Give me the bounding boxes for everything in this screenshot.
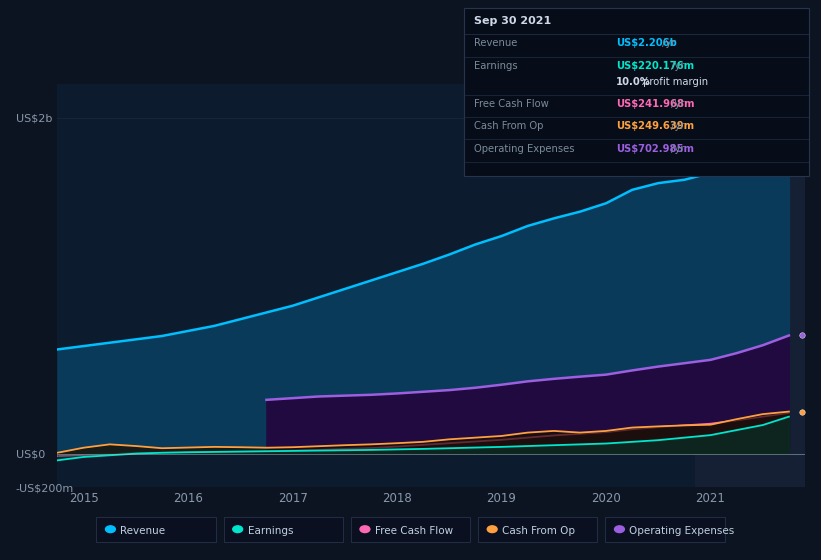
Text: Earnings: Earnings <box>474 61 517 71</box>
Bar <box>695 84 805 487</box>
Text: /yr: /yr <box>668 61 685 71</box>
Text: US$249.639m: US$249.639m <box>616 122 694 132</box>
Text: Sep 30 2021: Sep 30 2021 <box>474 16 551 26</box>
Text: /yr: /yr <box>658 39 675 49</box>
Text: Revenue: Revenue <box>474 39 517 49</box>
Text: /yr: /yr <box>668 144 685 154</box>
Text: US$2.206b: US$2.206b <box>616 39 677 49</box>
Text: Free Cash Flow: Free Cash Flow <box>374 526 453 536</box>
Text: US$241.968m: US$241.968m <box>616 99 695 109</box>
Text: /yr: /yr <box>668 122 685 132</box>
Text: Operating Expenses: Operating Expenses <box>474 144 574 154</box>
Text: Revenue: Revenue <box>121 526 165 536</box>
Text: US$702.985m: US$702.985m <box>616 144 694 154</box>
Text: profit margin: profit margin <box>640 77 708 87</box>
Text: Earnings: Earnings <box>248 526 293 536</box>
Text: Free Cash Flow: Free Cash Flow <box>474 99 548 109</box>
Text: US$220.176m: US$220.176m <box>616 61 694 71</box>
Text: /yr: /yr <box>668 99 685 109</box>
Text: 10.0%: 10.0% <box>616 77 650 87</box>
Text: Cash From Op: Cash From Op <box>474 122 544 132</box>
Text: Cash From Op: Cash From Op <box>502 526 575 536</box>
Text: Operating Expenses: Operating Expenses <box>629 526 735 536</box>
